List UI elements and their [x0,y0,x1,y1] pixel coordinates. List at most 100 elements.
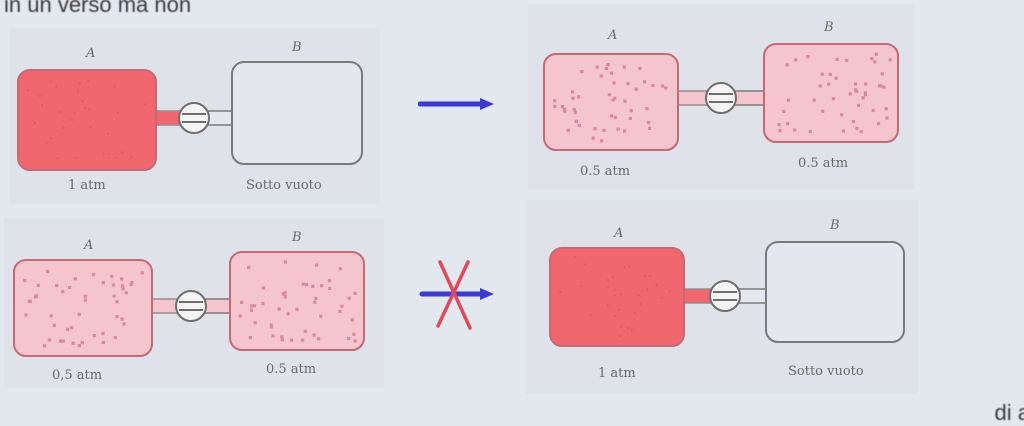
gas-particle [54,85,58,89]
gas-particle [40,104,44,107]
gas-particle [602,128,606,133]
gas-particle [280,338,284,342]
bulb-b [763,43,899,143]
gas-particle [606,304,609,307]
gas-particle [637,293,640,297]
gas-particle [88,107,91,111]
gas-particle [62,126,65,129]
gas-particle [269,323,273,327]
gas-particle [794,58,798,62]
gas-particle [888,58,892,62]
gas-particle [612,81,616,85]
gas-particle [83,298,88,302]
gas-particle [885,116,889,120]
gas-particle [668,290,671,293]
gas-particle [873,60,877,64]
gas-particle [660,84,665,88]
gas-particle [253,321,257,325]
gas-particle [821,109,825,113]
gas-particle [613,96,617,100]
pressure-label-a: 0,5 atm [52,368,103,383]
gas-particle [49,314,53,318]
gas-particle [143,103,147,106]
gas-particle [101,331,105,336]
arrow-head [480,288,494,300]
gas-particle [820,72,824,76]
gas-particle [874,52,878,56]
gas-particle [107,152,111,156]
gas-particle [593,127,597,131]
gas-particle [247,265,251,269]
apparatus-top-left [17,61,363,171]
gas-particle [576,95,581,99]
gas-particle [841,129,846,133]
gas-particle [647,126,652,130]
gas-particle [560,104,565,109]
gas-particle [595,65,599,69]
gas-particle [313,300,317,304]
gas-particle [831,97,835,101]
gas-particle [647,120,651,125]
gas-particle [114,156,117,160]
gas-particle [648,274,651,278]
gas-particle [861,96,865,100]
gas-particle [38,94,42,98]
pressure-label-b: Sotto vuoto [246,178,322,193]
gas-particle [562,107,567,111]
gas-particle [327,279,331,283]
gas-particle [269,325,274,329]
gas-particle [553,104,557,109]
bulb-b [231,61,363,165]
gas-particle [61,339,65,343]
gas-particle [61,290,65,294]
apparatus-top-right [543,43,899,151]
gas-particle [786,98,791,102]
gas-particle [644,274,647,278]
bottom-caption: di a [994,400,1024,425]
gas-particle [113,335,117,340]
gas-particle [240,300,244,304]
gas-particle [580,70,584,74]
bulb-a [17,69,157,171]
gas-particle [283,295,287,299]
gas-particle [818,84,822,88]
gas-particle [121,151,124,154]
gas-particle [340,304,344,308]
gas-particle [140,271,144,275]
pressure-label-a: 1 atm [68,178,106,193]
gas-particle [314,296,318,301]
gas-particle [863,91,867,95]
gas-particle [49,137,53,140]
gas-particle [261,286,265,290]
gas-particle [812,98,816,102]
gas-particle [871,108,875,113]
gas-particle [579,285,583,288]
label-bulb-a: A [84,238,94,253]
gas-particle [122,322,126,326]
label-bulb-b: B [292,230,302,245]
gas-particle [651,83,655,88]
gas-particle [52,323,56,328]
gas-particle [58,339,63,343]
gas-particle [116,111,119,115]
gas-particle [42,344,47,348]
gas-particle [271,334,275,338]
gas-particle [599,74,603,78]
gas-particle [553,99,557,103]
gas-particle [301,338,305,342]
gas-particle [563,109,567,113]
label-bulb-a: A [614,226,624,241]
gas-particle [102,152,106,155]
gas-particle [559,290,562,294]
gas-particle [81,100,84,103]
gas-particle [619,293,622,296]
bulb-a [13,259,153,357]
gas-particle [73,111,76,114]
gas-particle [856,103,861,107]
gas-particle [338,267,342,271]
gas-particle [89,125,92,129]
gas-particle [623,266,626,269]
gas-particle [70,118,74,122]
gas-particle [606,285,609,288]
gas-particle [314,263,319,267]
